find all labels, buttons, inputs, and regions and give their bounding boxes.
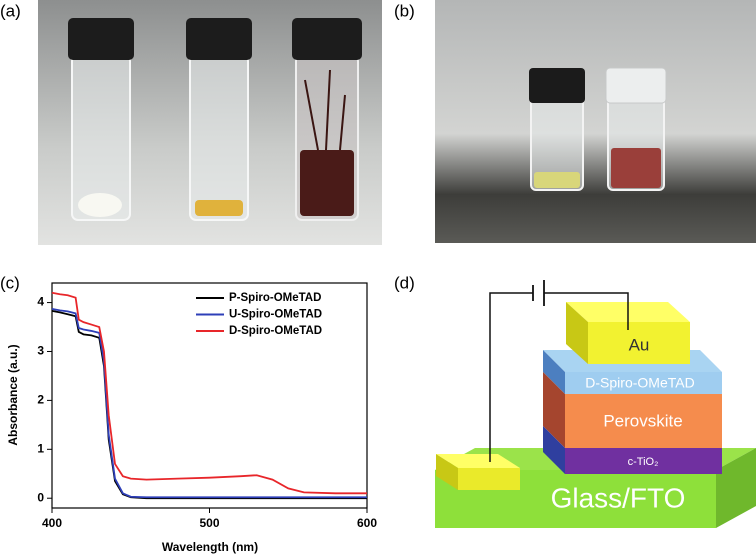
data-line (51, 308, 367, 499)
panel-label: (a) (0, 1, 21, 20)
panel-label: (b) (394, 1, 415, 20)
x-tick-label: 600 (357, 516, 377, 530)
layer-label: Perovskite (603, 411, 682, 430)
data-line (51, 291, 367, 495)
x-axis-label: Wavelength (nm) (162, 540, 258, 554)
legend-label: D-Spiro-OMeTAD (229, 325, 322, 337)
x-tick-label: 400 (42, 516, 62, 530)
x-tick-label: 500 (199, 516, 219, 530)
legend-label: U-Spiro-OMeTAD (229, 309, 322, 321)
layer-label: Glass/FTO (551, 482, 686, 513)
y-tick-label: 4 (37, 295, 44, 309)
panel-label: (d) (394, 273, 415, 292)
layer-label: D-Spiro-OMeTAD (585, 375, 694, 391)
panel-label: (c) (0, 273, 20, 292)
photo-a (38, 0, 382, 245)
y-axis-label: Absorbance (a.u.) (6, 344, 20, 445)
photo-b (435, 0, 756, 243)
layer-label: c-TiO₂ (628, 456, 659, 468)
y-tick-label: 3 (37, 344, 44, 358)
y-tick-label: 1 (37, 441, 44, 455)
layer-label: Au (629, 335, 650, 354)
device-diagram (435, 280, 756, 528)
data-line (51, 309, 367, 500)
y-tick-label: 0 (37, 490, 44, 504)
legend-label: P-Spiro-OMeTAD (229, 292, 321, 304)
y-tick-label: 2 (37, 393, 44, 407)
